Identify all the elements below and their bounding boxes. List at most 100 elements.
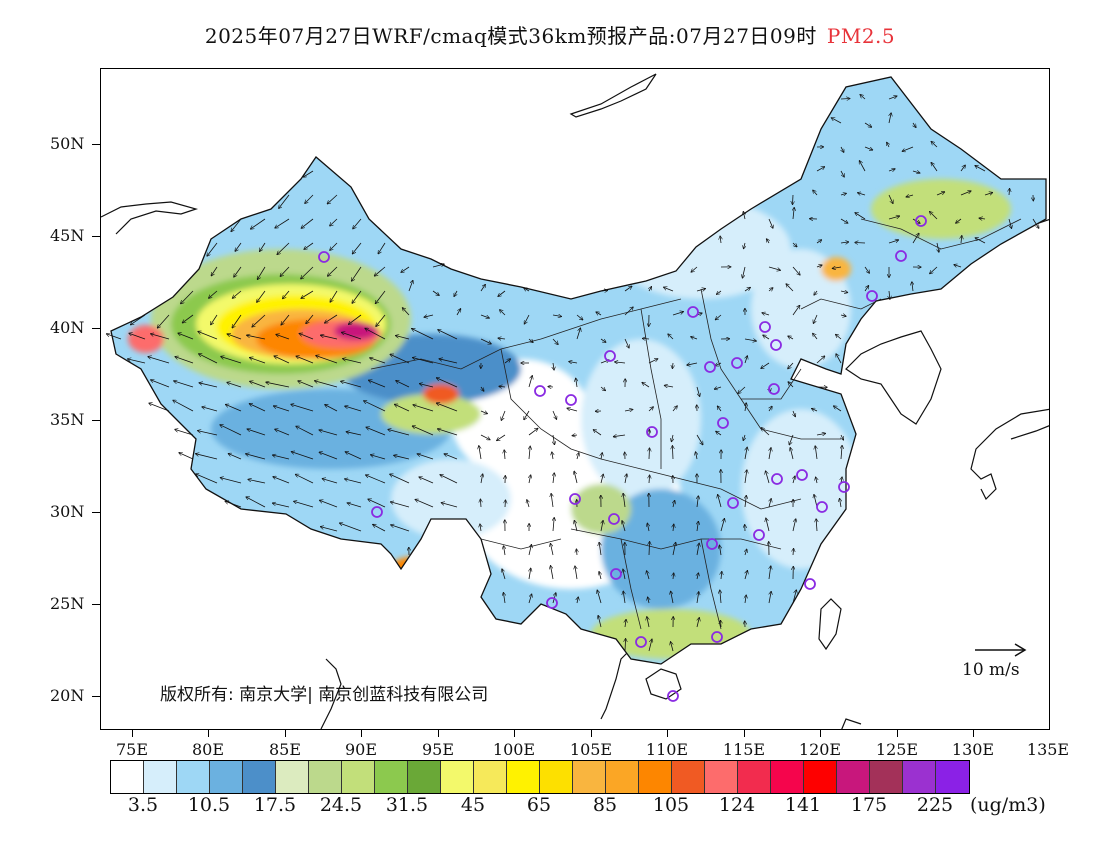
wind-arrow [266, 382, 290, 388]
wind-arrow [412, 329, 434, 340]
wind-arrow [528, 338, 533, 343]
wind-arrow [840, 291, 848, 293]
wind-arrow [814, 290, 817, 295]
wind-arrow [345, 479, 362, 484]
wind-arrow [625, 474, 627, 484]
wind-arrow [719, 545, 721, 556]
wind-arrow [954, 265, 962, 267]
station-marker [687, 306, 699, 318]
lon-label-130e: 130E [951, 740, 995, 759]
wind-arrow [225, 501, 242, 508]
station-marker [895, 250, 907, 262]
lon-label-80e: 80E [191, 740, 225, 759]
wind-arrow [330, 242, 338, 250]
wind-arrow [769, 499, 771, 508]
wind-arrow [209, 290, 218, 298]
wind-arrow [697, 592, 699, 604]
wind-arrow [412, 358, 434, 364]
lon-label-90e: 90E [344, 740, 378, 759]
wind-arrow [696, 289, 706, 291]
wind-arrow [319, 500, 338, 508]
title-main: 2025年07月27日WRF/cmaq模式36km预报产品:07月27日09时 [204, 24, 817, 48]
wind-arrow [743, 434, 745, 441]
wind-arrow [220, 425, 242, 436]
wind-arrow [792, 305, 800, 316]
station-marker [915, 215, 927, 227]
wind-arrow [374, 266, 386, 276]
wind-arrow [577, 597, 578, 604]
wind-arrow [572, 435, 578, 436]
wind-arrow [697, 618, 699, 628]
lat-label-45n: 45N [50, 226, 85, 245]
colorbar-swatch [177, 761, 210, 793]
wind-arrow [671, 434, 673, 442]
wind-arrow [793, 548, 794, 556]
wind-arrow [221, 357, 242, 364]
wind-arrow [175, 357, 194, 364]
wind-arrow [376, 314, 386, 327]
wind-arrow [277, 242, 290, 255]
station-marker [866, 290, 878, 302]
wind-arrow [291, 404, 314, 412]
wind-arrow [247, 335, 266, 340]
lon-label-115e: 115E [722, 740, 766, 759]
wind-arrow [199, 354, 218, 364]
station-marker [646, 426, 658, 438]
wind-arrow [327, 194, 338, 204]
wind-arrow [504, 546, 506, 556]
wind-arrow [179, 453, 194, 460]
wind-arrow [319, 452, 338, 460]
wind-arrow [296, 426, 314, 436]
pm25-map [101, 73, 1049, 729]
lat-label-50n: 50N [50, 134, 85, 153]
station-marker [704, 361, 716, 373]
station-marker [816, 501, 828, 513]
wind-arrow [672, 362, 673, 369]
wind-arrow [738, 386, 746, 394]
wind-arrow [250, 381, 266, 388]
wind-arrow [345, 406, 362, 412]
wind-arrow [551, 566, 554, 580]
wind-arrow [956, 218, 962, 223]
lat-label-30n: 30N [50, 502, 85, 521]
wind-arrow [623, 591, 625, 604]
station-marker [608, 513, 620, 525]
wind-arrow [673, 573, 674, 580]
wind-arrow [348, 314, 362, 324]
wind-arrow [601, 520, 603, 532]
wind-arrow [648, 597, 649, 604]
wind-arrow [912, 233, 919, 244]
map-frame[interactable] [100, 68, 1050, 730]
colorbar-swatch [243, 761, 276, 793]
wind-arrow [366, 427, 386, 436]
wind-vector-field [106, 95, 1039, 652]
wind-arrow [625, 639, 626, 652]
wind-arrow [624, 409, 633, 411]
wind-arrow [814, 494, 818, 508]
wind-arrow [816, 240, 822, 243]
lat-tick [92, 512, 100, 513]
wind-arrow [816, 167, 825, 172]
wind-arrow [402, 308, 410, 316]
wind-arrow [480, 411, 488, 414]
colorbar-swatch [804, 761, 837, 793]
wind-arrow [444, 454, 458, 460]
colorbar-label: 17.5 [253, 794, 297, 816]
wind-arrow [234, 266, 242, 277]
wind-arrow [615, 362, 626, 363]
lon-tick [591, 730, 592, 737]
wind-arrow [175, 429, 194, 436]
wind-arrow [279, 194, 290, 209]
wind-arrow [353, 218, 362, 229]
wind-arrow [298, 381, 314, 388]
wind-arrow [228, 454, 242, 460]
colorbar-swatch [111, 761, 144, 793]
wind-arrow [574, 520, 578, 532]
wind-arrow [370, 358, 386, 364]
wind-arrow [599, 542, 601, 556]
lon-tick [820, 730, 821, 737]
station-marker [565, 394, 577, 406]
wind-arrow [793, 207, 794, 220]
wind-arrow [480, 434, 490, 440]
wind-arrow [198, 331, 218, 340]
